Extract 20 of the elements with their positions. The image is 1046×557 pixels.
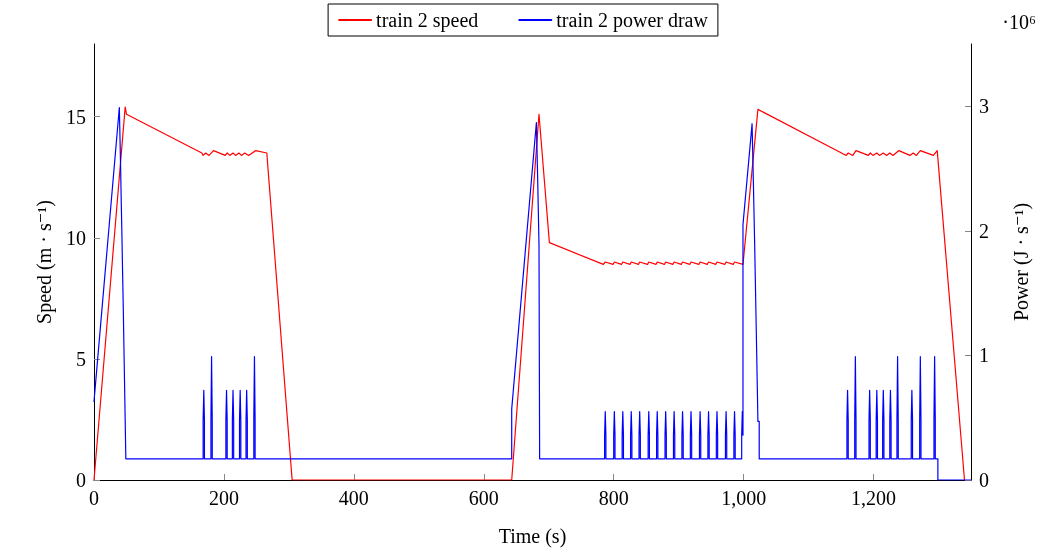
- legend-label: train 2 speed: [376, 9, 479, 32]
- legend-label: train 2 power draw: [556, 9, 709, 32]
- y2-tick-label: 3: [979, 95, 989, 118]
- x-tick-label: 1,000: [721, 487, 767, 509]
- text: ·10⁶: [1002, 11, 1037, 33]
- y-tick-label: 10: [66, 226, 86, 249]
- x-tick-label: 800: [598, 487, 629, 509]
- y2-tick-label: 2: [979, 219, 989, 242]
- x-tick-label: 400: [338, 487, 369, 509]
- x-tick-label: 200: [208, 487, 239, 509]
- y-tick-label: 5: [76, 347, 86, 370]
- y-axis-title: Speed (m · s⁻¹): [33, 200, 56, 324]
- y2-tick-label: 0: [979, 469, 989, 491]
- y2-tick-label: 1: [979, 344, 989, 367]
- y-tick-label: 15: [66, 105, 86, 128]
- y2-axis-title: Power (J · s⁻¹): [1010, 202, 1033, 322]
- x-axis-title: Time (s): [498, 525, 567, 548]
- y-tick-label: 0: [76, 469, 86, 491]
- x-tick-label: 600: [468, 487, 499, 509]
- x-tick-label: 1,200: [851, 487, 897, 509]
